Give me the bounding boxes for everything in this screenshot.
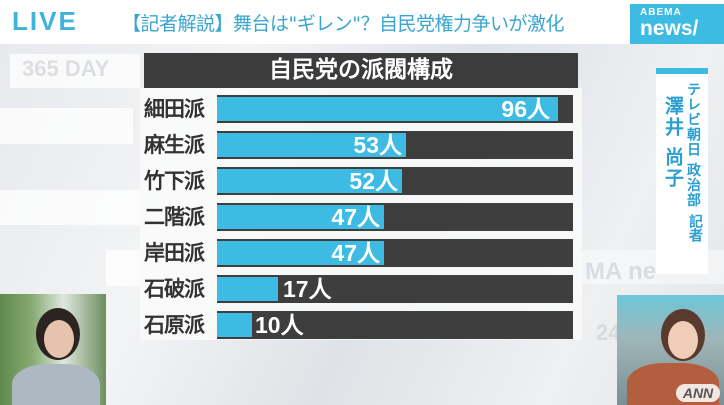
background-text: MA ne <box>585 258 657 285</box>
bar-row: 石破派 17人 <box>144 274 578 304</box>
bar-track: 47人 <box>217 203 573 231</box>
anchor-face <box>44 320 74 358</box>
logo-bottom: news/ <box>640 17 699 40</box>
background-panel <box>0 190 140 225</box>
bar-value: 53人 <box>353 132 402 158</box>
reporter-name: 澤井 尚子 <box>662 96 684 189</box>
anchor-body <box>12 364 100 405</box>
bar-fill <box>217 169 402 193</box>
bar-fill <box>217 277 278 301</box>
bar-label: 竹下派 <box>144 169 205 193</box>
network-badge: ANN <box>676 384 720 402</box>
bar-track: 52人 <box>217 167 573 195</box>
top-bar: LIVE 【記者解説】舞台は"ギレン"？自民党権力争いが激化 ABEMA new… <box>0 0 724 44</box>
reporter-face <box>668 321 698 359</box>
bar-value: 47人 <box>331 240 380 266</box>
background-text: 365 DAY <box>22 56 110 81</box>
bar-value: 47人 <box>331 204 380 230</box>
bar-row: 麻生派 53人 <box>144 130 578 160</box>
bar-fill <box>217 97 558 121</box>
bar-row: 細田派 96人 <box>144 94 578 124</box>
bar-label: 石破派 <box>144 277 205 301</box>
bar-track: 47人 <box>217 239 573 267</box>
bar-fill <box>217 241 384 265</box>
reporter-title: 記者 <box>687 214 703 242</box>
bar-track: 96人 <box>217 95 573 123</box>
bar-label: 石原派 <box>144 313 205 337</box>
background-panel <box>106 250 140 286</box>
bar-value: 96人 <box>501 96 550 122</box>
bar-fill <box>217 313 252 337</box>
headline: 【記者解説】舞台は"ギレン"？自民党権力争いが激化 <box>122 13 564 35</box>
bar-row: 岸田派 47人 <box>144 238 578 268</box>
bar-label: 細田派 <box>144 97 205 121</box>
chart-title: 自民党の派閥構成 <box>144 53 578 88</box>
bar-fill <box>217 133 406 157</box>
background-panel <box>0 108 133 144</box>
bar-track: 10人 <box>217 311 573 339</box>
reporter-org: テレビ朝日 政治部 <box>685 82 701 208</box>
bar-row: 竹下派 52人 <box>144 166 578 196</box>
reporter-name-card: テレビ朝日 政治部 澤井 尚子 記者 <box>656 68 708 274</box>
logo-top: ABEMA <box>640 7 682 18</box>
bar-row: 石原派 10人 <box>144 310 578 340</box>
background-text: 24 <box>596 320 621 345</box>
abema-news-logo: ABEMA news/ <box>630 4 724 44</box>
bar-value: 17人 <box>283 276 332 302</box>
bar-label: 岸田派 <box>144 241 205 265</box>
bar-row: 二階派 47人 <box>144 202 578 232</box>
bar-label: 麻生派 <box>144 133 205 157</box>
bar-label: 二階派 <box>144 205 205 229</box>
background-panel <box>10 54 140 88</box>
bar-fill <box>217 205 384 229</box>
live-label: LIVE <box>12 6 78 36</box>
bar-value: 52人 <box>349 168 398 194</box>
anchor-camera-left <box>0 294 106 405</box>
bar-track: 17人 <box>217 275 573 303</box>
bar-value: 10人 <box>255 312 304 338</box>
bar-track: 53人 <box>217 131 573 159</box>
